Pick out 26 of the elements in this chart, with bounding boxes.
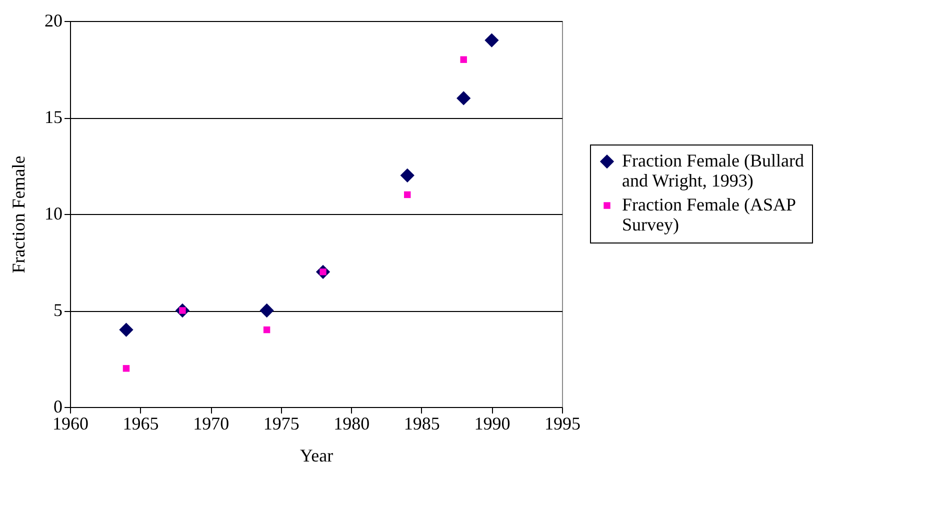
point xyxy=(484,33,499,48)
legend-label: Fraction Female (Bullard and Wright, 1993) xyxy=(622,150,804,191)
x-axis-title: Year xyxy=(300,446,334,466)
x-tick-label: 1995 xyxy=(544,414,580,434)
point xyxy=(460,56,467,63)
y-axis-title: Fraction Female xyxy=(8,156,28,274)
x-tick-label: 1985 xyxy=(404,414,440,434)
y-tick-label: 5 xyxy=(54,300,62,320)
point xyxy=(400,168,414,182)
y-tick-label: 20 xyxy=(44,10,62,30)
y-tick-label: 15 xyxy=(44,107,62,127)
point xyxy=(119,322,134,337)
x-tick-label: 1975 xyxy=(263,414,300,434)
point xyxy=(122,365,130,372)
x-tick-label: 1960 xyxy=(52,414,88,434)
x-tick-label: 1965 xyxy=(122,414,159,434)
point xyxy=(263,326,270,334)
x-tick-label: 1990 xyxy=(474,414,510,434)
x-tick-label: 1970 xyxy=(193,414,230,434)
point xyxy=(260,303,274,318)
y-tick-label: 0 xyxy=(54,396,62,416)
y-tick-label: 10 xyxy=(44,204,62,224)
legend-label: Fraction Female (ASAP Survey) xyxy=(622,194,796,235)
point xyxy=(404,191,411,198)
point xyxy=(456,91,471,106)
x-tick-label: 1980 xyxy=(334,414,370,434)
